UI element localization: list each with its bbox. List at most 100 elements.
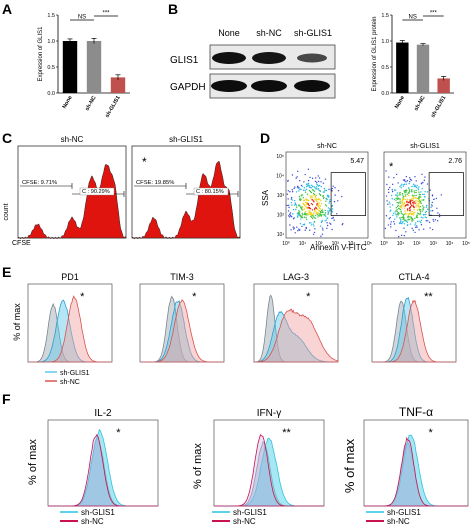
dot [403,218,406,220]
dot [419,205,422,208]
dot [295,206,298,208]
dot [424,213,426,216]
dot [389,206,391,208]
dot [305,213,307,215]
dot [429,227,431,229]
dot [294,202,296,204]
dot [388,218,390,220]
blot-column-label: None [218,28,240,38]
dot [303,199,305,202]
dot [334,187,336,189]
dot [431,210,434,212]
dot [411,199,413,202]
dot [309,207,312,210]
bar [416,44,430,93]
legend-label: sh-GLIS1 [233,508,267,517]
dot [306,212,309,215]
dot [400,212,403,215]
dot [313,193,316,196]
dot [310,214,312,216]
dot [331,211,334,213]
dot [311,177,314,180]
bar-chart-a: 0.0 0.5 1.0 1.5 Expression of GLIS1 None sh-NC… [38,11,130,119]
panel-letter: B [168,1,178,17]
dot [425,220,427,222]
dot [402,185,404,187]
dot [313,216,315,219]
dot [324,178,327,180]
dot [326,224,329,227]
dot [313,225,315,227]
dot [405,219,407,222]
dot [320,214,323,216]
dot [406,180,409,182]
dot [437,212,439,214]
plot-title: TIM-3 [170,272,194,282]
dot [329,199,331,201]
dot [311,216,313,219]
dot [296,170,299,173]
dot [440,194,442,196]
dot [418,205,420,207]
dot [418,197,420,200]
dot [407,215,409,218]
dot [341,195,343,198]
dot [314,207,316,210]
dot [397,214,399,216]
dot [402,197,404,199]
dot [432,218,434,221]
dot [386,183,388,186]
dot [294,186,296,188]
dot [317,212,319,215]
dot [300,184,303,187]
dot [405,175,408,178]
x-tick-label: 10⁰ [282,241,290,247]
dot [402,214,405,217]
y-axis-label: % of max [192,443,204,489]
bar [396,42,409,93]
gate-box [330,172,366,216]
dot [405,181,407,183]
dot [315,206,317,209]
y-tick-label: 10³ [277,193,285,199]
dot [393,198,396,201]
dot [418,195,421,197]
dot [316,184,319,186]
dot [402,201,404,204]
dot [401,199,404,201]
dot [325,219,328,221]
c-gate-label: C : 80.15% [196,189,224,195]
dot [307,206,309,208]
dot [389,210,391,213]
dot [298,214,300,216]
dot [422,205,424,207]
dot [324,215,327,217]
x-tick-label: 10⁰ [380,241,388,247]
dot [413,190,415,192]
dot [438,213,441,216]
dot [298,204,300,206]
x-tick-label: 10² [315,241,323,247]
dot [417,199,420,201]
dot [310,222,312,224]
dot [417,203,420,205]
dot [412,214,415,216]
dot [309,176,311,179]
plot-title: sh-GLIS1 [410,143,440,150]
dot [412,183,415,186]
dot [318,205,320,207]
dot [331,228,333,231]
dot [310,187,313,189]
dot [320,209,323,212]
blot-band [211,80,247,92]
dot [316,201,319,203]
dot [290,202,293,204]
dot [400,220,402,222]
dot [407,218,409,220]
dot [286,193,289,195]
blot-band [294,80,330,92]
dot [409,216,411,218]
dot [406,200,408,203]
dot [326,198,328,201]
significance-star: * [80,291,85,303]
